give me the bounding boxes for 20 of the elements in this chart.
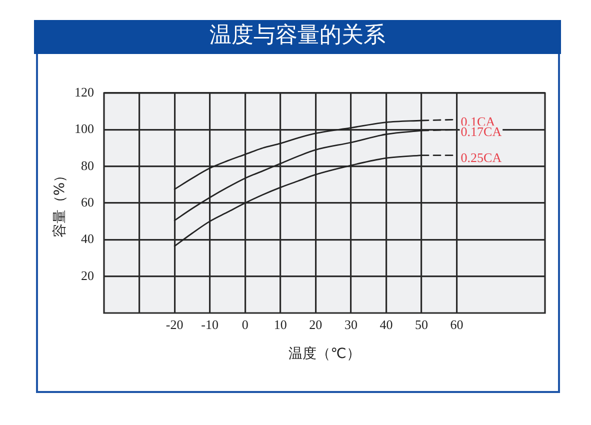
x-axis-title: 温度（℃） — [288, 346, 360, 362]
x-tick-label: 50 — [415, 317, 428, 332]
y-axis-title: 容量（%） — [52, 168, 68, 238]
x-tick-label: 40 — [380, 317, 393, 332]
y-tick-label: 80 — [81, 158, 94, 173]
y-tick-label: 100 — [74, 121, 94, 136]
x-tick-label: -10 — [201, 317, 219, 332]
chart-title: 温度与容量的关系 — [34, 20, 561, 54]
text: 0.25CA — [460, 150, 502, 165]
y-tick-label: 40 — [81, 231, 94, 246]
x-tick-label: 20 — [309, 317, 322, 332]
x-tick-label: 10 — [274, 317, 287, 332]
x-tick-label: -20 — [166, 317, 184, 332]
text: 0.17CA — [460, 124, 502, 140]
y-tick-label: 20 — [81, 268, 94, 283]
y-tick-label: 60 — [81, 194, 94, 210]
y-tick-label: 120 — [74, 84, 94, 100]
x-tick-label: 30 — [344, 317, 358, 332]
x-tick-label: 0 — [242, 317, 248, 332]
x-tick-label: 60 — [450, 317, 464, 332]
